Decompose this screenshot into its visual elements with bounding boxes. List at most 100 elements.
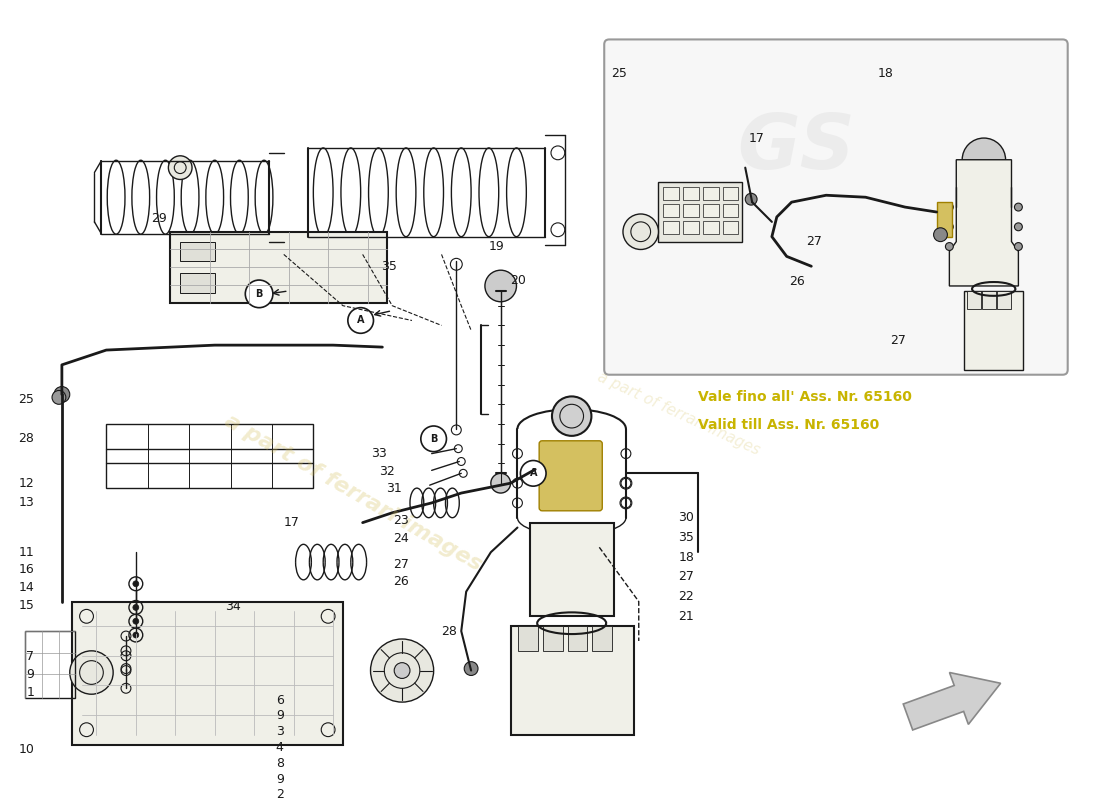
Circle shape bbox=[552, 397, 592, 436]
Bar bbox=[982, 291, 996, 309]
Circle shape bbox=[245, 280, 273, 308]
Text: 9: 9 bbox=[276, 773, 284, 786]
Text: 28: 28 bbox=[441, 625, 458, 638]
Bar bbox=[683, 204, 698, 217]
Circle shape bbox=[133, 581, 139, 586]
Circle shape bbox=[485, 270, 517, 302]
Text: 35: 35 bbox=[382, 260, 397, 273]
Bar bbox=[543, 626, 563, 651]
Text: 32: 32 bbox=[379, 465, 395, 478]
Bar bbox=[659, 182, 742, 242]
Bar bbox=[107, 424, 314, 449]
Text: 21: 21 bbox=[679, 610, 694, 623]
Circle shape bbox=[348, 308, 374, 334]
Bar bbox=[180, 242, 214, 262]
Bar bbox=[683, 187, 698, 200]
Text: Valid till Ass. Nr. 65160: Valid till Ass. Nr. 65160 bbox=[697, 418, 879, 432]
Text: 25: 25 bbox=[19, 393, 34, 406]
Text: 19: 19 bbox=[488, 240, 505, 253]
Circle shape bbox=[1014, 203, 1022, 211]
Text: B: B bbox=[255, 289, 263, 299]
Text: 33: 33 bbox=[372, 447, 387, 460]
Text: A: A bbox=[356, 315, 364, 326]
Text: 30: 30 bbox=[679, 511, 694, 524]
Bar bbox=[518, 626, 538, 651]
Bar bbox=[723, 187, 738, 200]
Text: 23: 23 bbox=[393, 514, 409, 527]
Bar bbox=[72, 602, 343, 745]
Text: 34: 34 bbox=[224, 600, 240, 613]
Circle shape bbox=[945, 242, 954, 250]
Text: 17: 17 bbox=[749, 131, 764, 145]
Bar bbox=[107, 463, 314, 488]
Text: 26: 26 bbox=[790, 274, 805, 287]
Text: 18: 18 bbox=[679, 550, 694, 564]
Text: 9: 9 bbox=[276, 710, 284, 722]
Bar bbox=[723, 221, 738, 234]
Text: 12: 12 bbox=[19, 477, 34, 490]
Text: 27: 27 bbox=[679, 570, 694, 583]
Text: 13: 13 bbox=[19, 497, 34, 510]
Circle shape bbox=[54, 386, 69, 402]
Bar bbox=[703, 187, 718, 200]
Text: 27: 27 bbox=[806, 235, 823, 248]
Text: 35: 35 bbox=[679, 531, 694, 544]
Text: 9: 9 bbox=[26, 668, 34, 681]
Circle shape bbox=[520, 461, 546, 486]
Text: 16: 16 bbox=[19, 563, 34, 577]
Text: 20: 20 bbox=[510, 274, 527, 286]
Bar bbox=[703, 221, 718, 234]
Circle shape bbox=[934, 228, 947, 242]
Bar bbox=[170, 232, 387, 302]
Circle shape bbox=[133, 618, 139, 624]
Text: 22: 22 bbox=[679, 590, 694, 603]
Text: 27: 27 bbox=[393, 558, 409, 570]
Text: 1: 1 bbox=[26, 686, 34, 698]
Circle shape bbox=[69, 651, 113, 694]
Text: Vale fino all' Ass. Nr. 65160: Vale fino all' Ass. Nr. 65160 bbox=[697, 390, 912, 404]
Bar bbox=[530, 522, 614, 616]
Circle shape bbox=[371, 639, 433, 702]
Bar bbox=[180, 273, 214, 293]
Text: 14: 14 bbox=[19, 582, 34, 594]
Text: 10: 10 bbox=[19, 743, 34, 756]
Text: 3: 3 bbox=[276, 725, 284, 738]
Circle shape bbox=[464, 662, 478, 675]
Circle shape bbox=[945, 223, 954, 230]
Bar bbox=[967, 291, 981, 309]
Bar bbox=[663, 221, 679, 234]
Text: 27: 27 bbox=[890, 334, 906, 346]
Bar bbox=[723, 204, 738, 217]
Circle shape bbox=[1014, 242, 1022, 250]
Text: B: B bbox=[430, 434, 438, 444]
Circle shape bbox=[745, 194, 757, 205]
Text: a part of ferrari images: a part of ferrari images bbox=[221, 411, 485, 575]
Bar bbox=[997, 291, 1011, 309]
Text: 31: 31 bbox=[386, 482, 403, 494]
FancyBboxPatch shape bbox=[539, 441, 603, 510]
Circle shape bbox=[133, 605, 139, 610]
FancyBboxPatch shape bbox=[604, 39, 1068, 374]
Text: 24: 24 bbox=[393, 532, 409, 545]
Bar bbox=[663, 204, 679, 217]
Bar bbox=[510, 626, 634, 734]
Text: 15: 15 bbox=[19, 599, 34, 612]
Circle shape bbox=[52, 390, 66, 404]
Circle shape bbox=[1014, 223, 1022, 230]
Bar bbox=[965, 291, 1023, 370]
Polygon shape bbox=[903, 673, 1001, 730]
Text: 29: 29 bbox=[151, 213, 166, 226]
Circle shape bbox=[168, 156, 192, 179]
Bar bbox=[25, 631, 75, 698]
Text: 8: 8 bbox=[276, 757, 284, 770]
Text: 25: 25 bbox=[612, 67, 627, 81]
Bar bbox=[568, 626, 587, 651]
Bar bbox=[936, 202, 953, 237]
Circle shape bbox=[491, 474, 510, 493]
Text: 11: 11 bbox=[19, 546, 34, 558]
Circle shape bbox=[421, 426, 447, 452]
Text: GS: GS bbox=[738, 111, 856, 185]
Bar bbox=[703, 204, 718, 217]
Text: 7: 7 bbox=[26, 650, 34, 663]
Text: 17: 17 bbox=[284, 516, 299, 529]
